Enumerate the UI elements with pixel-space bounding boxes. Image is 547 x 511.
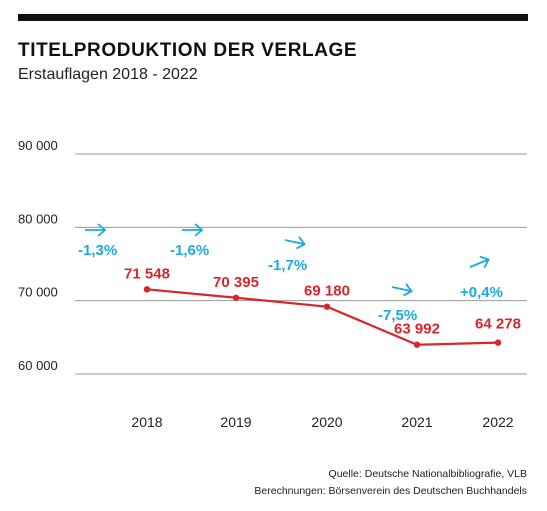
data-point [494, 339, 502, 346]
x-tick-label: 2021 [401, 414, 432, 430]
change-arrow [469, 255, 490, 269]
y-tick-label: 60 000 [18, 358, 58, 373]
y-tick-label: 70 000 [18, 285, 58, 300]
data-point [232, 294, 240, 301]
change-arrow [284, 236, 306, 250]
data-point [143, 286, 151, 293]
chart-subtitle: Erstauflagen 2018 - 2022 [18, 66, 198, 83]
y-tick-label: 80 000 [18, 211, 58, 226]
data-point [323, 303, 331, 310]
change-label: -7,5% [378, 307, 417, 324]
data-point [413, 341, 421, 348]
top-rule [18, 14, 528, 21]
y-tick-label: 90 000 [18, 138, 58, 153]
source-note: Quelle: Deutsche Nationalbibliografie, V… [328, 468, 527, 480]
data-label: 64 278 [475, 316, 521, 333]
data-label: 69 180 [304, 283, 350, 300]
data-label: 71 548 [124, 265, 170, 282]
data-label: 70 395 [213, 274, 259, 291]
x-tick-label: 2022 [482, 414, 513, 430]
data-label: 63 992 [394, 321, 440, 338]
x-tick-label: 2018 [131, 414, 162, 430]
chart-title: TITELPRODUKTION DER VERLAGE [18, 40, 358, 61]
change-label: -1,3% [78, 242, 117, 259]
x-tick-label: 2019 [220, 414, 251, 430]
x-tick-label: 2020 [311, 414, 342, 430]
change-arrow [182, 223, 204, 237]
change-arrow [85, 223, 107, 237]
change-label: -1,6% [170, 242, 209, 259]
calculation-note: Berechnungen: Börsenverein des Deutschen… [254, 485, 527, 497]
change-arrow [391, 283, 413, 297]
change-label: +0,4% [460, 284, 503, 301]
change-label: -1,7% [268, 257, 307, 274]
